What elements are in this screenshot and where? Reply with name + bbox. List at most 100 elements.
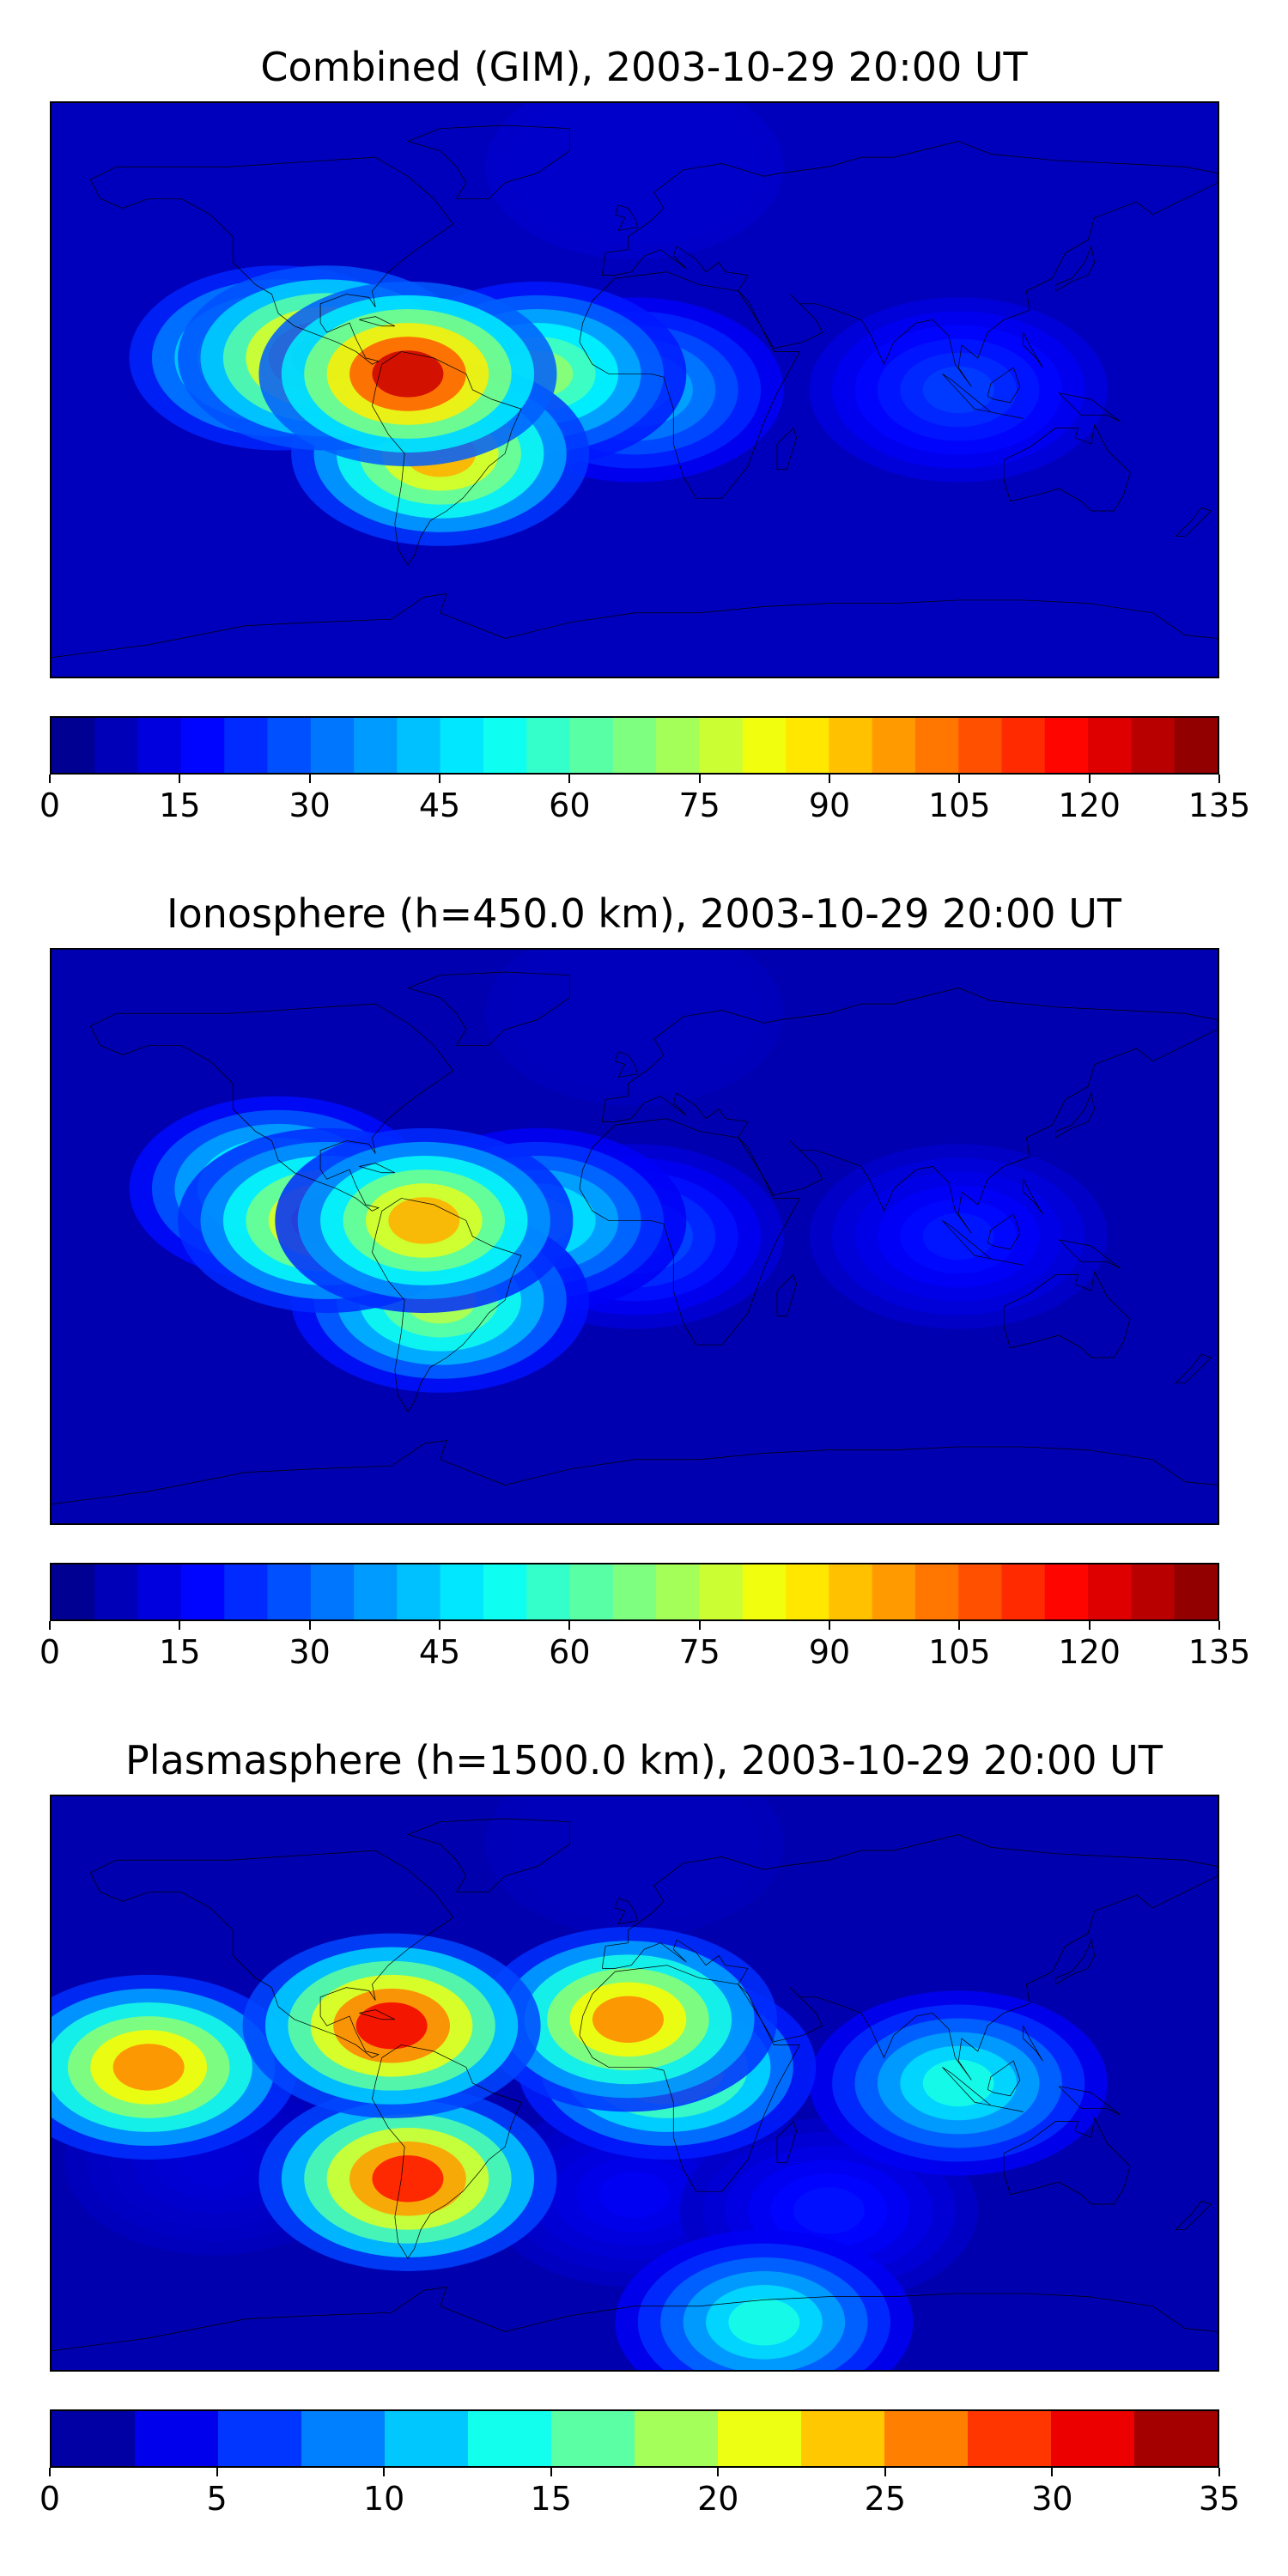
colorbar-segment: [958, 718, 1003, 773]
chart-title-plasmasphere: Plasmasphere (h=1500.0 km), 2003-10-29 2…: [125, 1737, 1163, 1783]
colorbar-segment: [786, 1564, 829, 1619]
colorbar-tick-mark: [179, 775, 181, 783]
colorbar-segment: [742, 1564, 787, 1619]
colorbar-segment: [385, 2411, 469, 2466]
colorbar-segment: [180, 1564, 225, 1619]
colorbar-segment: [1088, 1564, 1133, 1619]
colorbar-segment: [1044, 718, 1089, 773]
indonesia-coast: [942, 1220, 1023, 1265]
heat-blob-7-level-5: [112, 2044, 185, 2091]
colorbar-segment: [1044, 1564, 1089, 1619]
colorbar-tick-label: 60: [549, 787, 591, 824]
colorbar-segment: [52, 1564, 95, 1619]
colorbar-tick-label: 45: [418, 787, 461, 824]
colorbar-segment: [301, 2411, 386, 2466]
chart-title-ionosphere: Ionosphere (h=450.0 km), 2003-10-29 20:0…: [167, 890, 1121, 937]
colorbar-tick-mark: [550, 2468, 552, 2476]
colorbar-segment: [354, 718, 398, 773]
australia-coast: [1004, 1272, 1130, 1358]
colorbar-segment: [224, 1564, 269, 1619]
colorbar-segment: [884, 2411, 969, 2466]
colorbar-tick-mark: [1218, 2468, 1220, 2476]
colorbar-tick-mark: [958, 1621, 961, 1630]
colorbar-segment: [742, 718, 787, 773]
colorbar-segment: [612, 718, 657, 773]
colorbar-segment: [872, 1564, 916, 1619]
colorbar-tick-mark: [49, 2468, 51, 2476]
colorbar-tick-label: 135: [1188, 787, 1251, 824]
colorbar-tick-label: 0: [39, 787, 61, 824]
borneo-coast: [987, 368, 1020, 403]
heat-field: [52, 103, 1218, 677]
japan-coast: [1055, 1940, 1094, 1984]
new-guinea-coast: [1059, 393, 1121, 422]
colorbar-ionosphere: [50, 1563, 1219, 1621]
colorbar-segment: [569, 718, 614, 773]
colorbar-segment: [1174, 1564, 1218, 1619]
colorbar-tick-mark: [568, 775, 571, 783]
indonesia-coast: [942, 374, 1023, 418]
cuba-coast: [359, 2010, 394, 2020]
north-america-coast: [90, 157, 453, 364]
colorbar-tick-mark: [1051, 2468, 1054, 2476]
colorbar-tick-mark: [439, 775, 440, 783]
philippines-coast: [1024, 2026, 1043, 2061]
colorbar-segment: [829, 1564, 873, 1619]
colorbar-combined: [50, 716, 1219, 775]
heat-blob-0-level-5: [598, 990, 671, 1037]
colorbar-segment: [1001, 718, 1046, 773]
madagascar-coast: [777, 2122, 797, 2163]
australia-coast: [1004, 2118, 1130, 2204]
colorbar-segment: [872, 718, 916, 773]
colorbar-segment: [526, 718, 571, 773]
greenland-coast: [408, 1819, 570, 1892]
indonesia-coast: [942, 2067, 1023, 2111]
colorbar-tick-label: 15: [159, 1633, 201, 1671]
uk-coast: [615, 1052, 637, 1078]
colorbar-segment: [137, 718, 182, 773]
colorbar-segment: [224, 718, 269, 773]
colorbar-tick-mark: [179, 1621, 181, 1630]
colorbar-tick-label: 75: [678, 1633, 720, 1671]
philippines-coast: [1024, 1179, 1043, 1214]
colorbar-segment: [829, 718, 873, 773]
colorbar-segment: [94, 1564, 139, 1619]
colorbar-segment: [569, 1564, 614, 1619]
colorbar-ticks-plasmasphere: 0 5 10 15 20 25 30 35: [39, 2468, 1240, 2519]
colorbar-segment: [52, 2411, 136, 2466]
colorbar-segment: [656, 1564, 701, 1619]
colorbar-segment: [1134, 2411, 1218, 2466]
africa-coast: [580, 1119, 800, 1345]
antarctica-coast: [52, 2287, 1218, 2351]
colorbar-tick-label: 105: [928, 1633, 991, 1671]
colorbar-segment: [526, 1564, 571, 1619]
colorbar-tick-label: 60: [549, 1633, 591, 1671]
colorbar-segment: [551, 2411, 635, 2466]
colorbar-segment: [267, 1564, 312, 1619]
colorbar-segment: [801, 2411, 885, 2466]
colorbar-tick-mark: [829, 1621, 830, 1630]
uk-coast: [615, 205, 637, 231]
heat-blob-3-level-5: [793, 2187, 865, 2234]
colorbar-tick-label: 20: [697, 2480, 739, 2518]
colorbar-tick-label: 25: [864, 2480, 907, 2518]
colorbar-segment: [180, 718, 225, 773]
colorbar-tick-label: 0: [39, 2480, 61, 2518]
heat-blob-5-level-5: [728, 2299, 800, 2346]
colorbar-tick-mark: [717, 2468, 720, 2476]
colorbar-tick-mark: [568, 1621, 571, 1630]
colorbar-segment: [1131, 718, 1176, 773]
new-zealand-coast: [1176, 1354, 1211, 1382]
north-america-coast: [90, 1850, 453, 2057]
colorbar-tick-label: 90: [808, 787, 851, 824]
colorbar-tick-label: 105: [928, 787, 991, 824]
colorbar-tick-label: 15: [159, 787, 201, 824]
australia-coast: [1004, 425, 1130, 511]
south-america-coast: [372, 1198, 521, 1412]
colorbar-tick-mark: [383, 2468, 386, 2476]
colorbar-segment: [468, 2411, 552, 2466]
colorbar-segment: [1088, 718, 1133, 773]
new-guinea-coast: [1059, 2087, 1121, 2115]
colorbar-segment: [914, 1564, 959, 1619]
colorbar-tick-mark: [829, 775, 830, 783]
